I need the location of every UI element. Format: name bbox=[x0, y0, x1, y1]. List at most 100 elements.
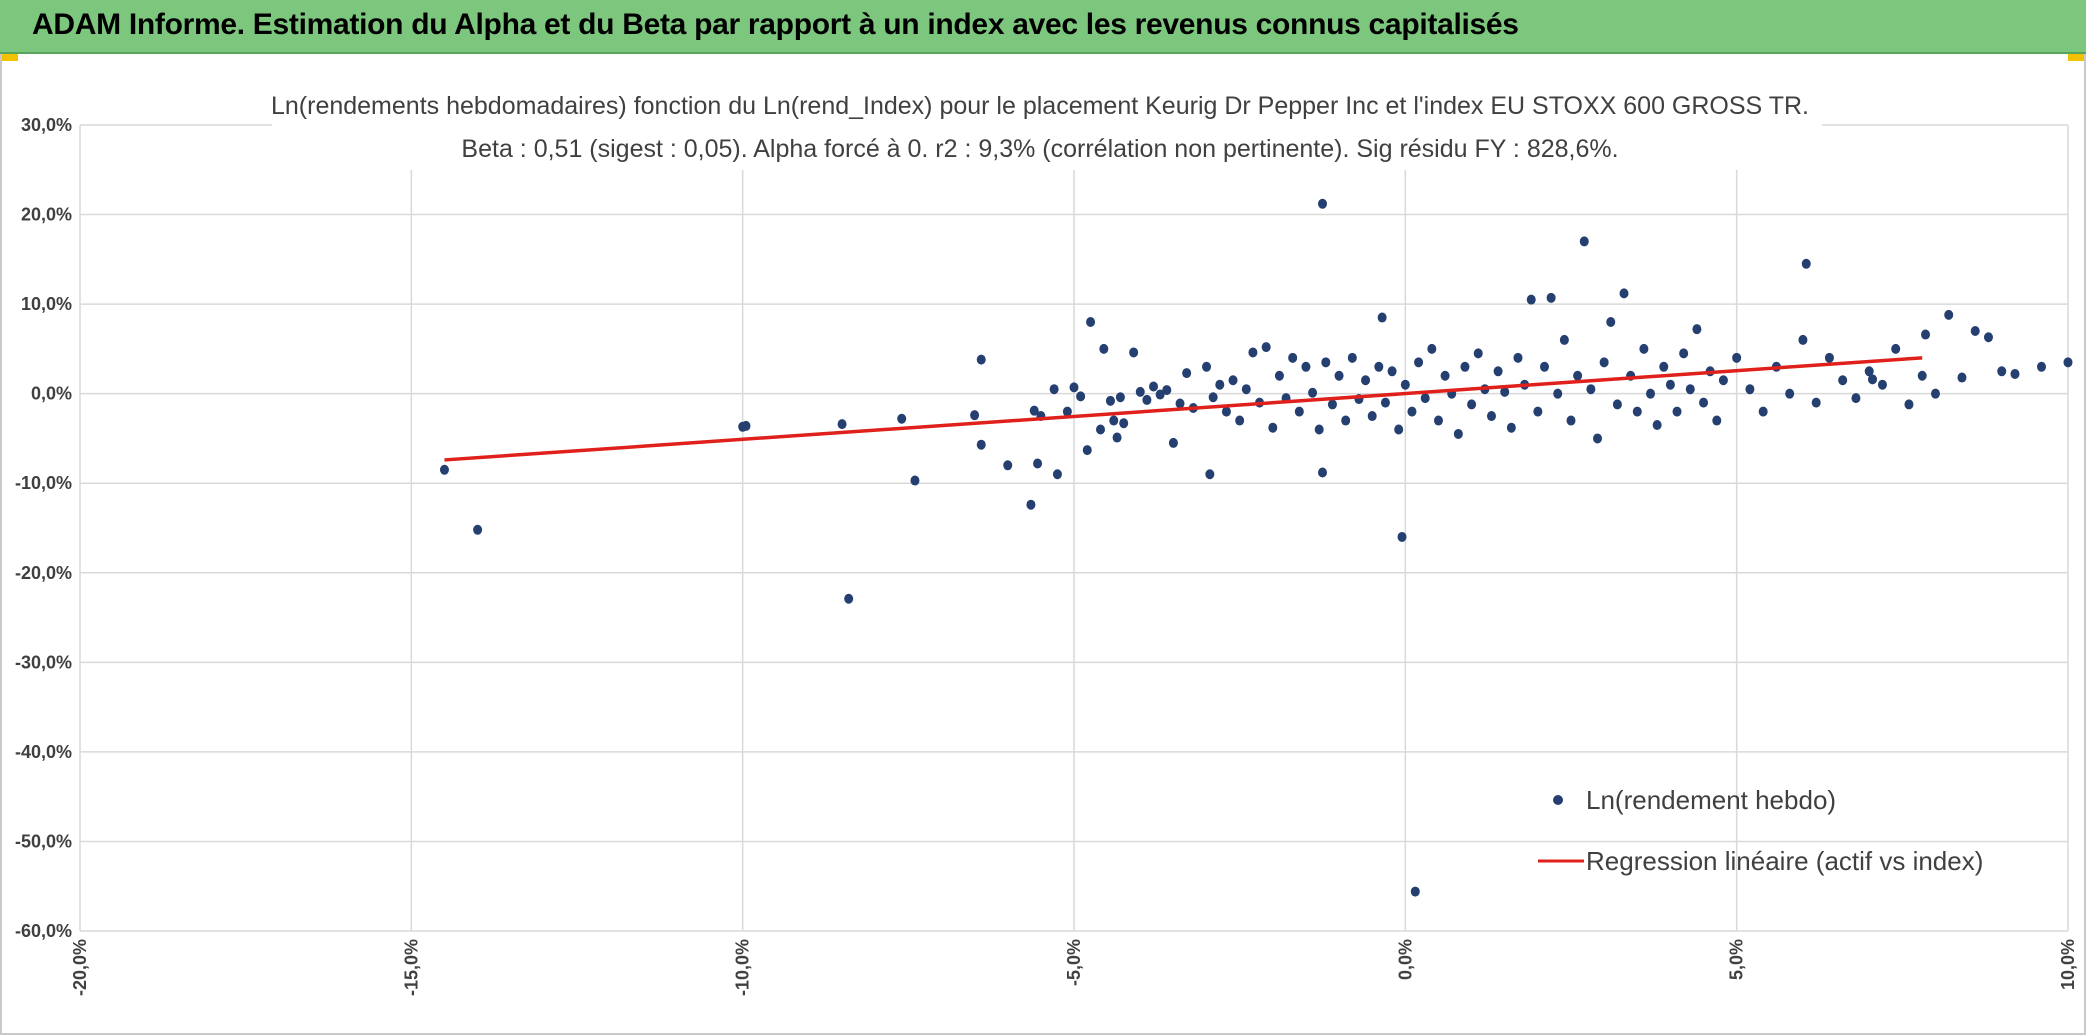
scatter-point bbox=[1115, 392, 1125, 403]
y-tick-label: -40,0% bbox=[15, 742, 72, 762]
scatter-point bbox=[1785, 388, 1795, 399]
legend: Ln(rendement hebdo) Regression linéaire … bbox=[1538, 785, 1983, 876]
x-tick-label: -15,0% bbox=[401, 939, 421, 996]
scatter-point bbox=[1380, 397, 1390, 408]
scatter-point bbox=[1566, 415, 1576, 426]
scatter-point bbox=[1493, 366, 1503, 377]
scatter-point bbox=[1155, 389, 1165, 400]
scatter-point bbox=[1321, 357, 1331, 368]
scatter-point bbox=[741, 420, 751, 431]
scatter-point bbox=[1877, 379, 1887, 390]
y-tick-label: -10,0% bbox=[15, 473, 72, 493]
scatter-point bbox=[1453, 428, 1463, 439]
scatter-point bbox=[1208, 392, 1218, 403]
y-axis-ticks: 30,0% 20,0% 10,0% 0,0% -10,0% -20,0% -30,0% -40… bbox=[15, 115, 72, 941]
scatter-point bbox=[1500, 386, 1510, 397]
chart-title-line-2: Beta : 0,51 (sigest : 0,05). Alpha forcé… bbox=[461, 135, 1618, 163]
x-tick-label: -5,0% bbox=[1064, 939, 1084, 986]
chart-title-line-1: Ln(rendements hebdomadaires) fonction du… bbox=[271, 92, 1809, 120]
scatter-point bbox=[1248, 347, 1258, 358]
scatter-point bbox=[1119, 418, 1129, 429]
scatter-point bbox=[439, 464, 449, 475]
chart-title: Ln(rendements hebdomadaires) fonction du… bbox=[271, 84, 1822, 170]
scatter-point bbox=[976, 354, 986, 365]
scatter-point bbox=[1129, 347, 1139, 358]
scatter-point bbox=[1513, 352, 1523, 363]
scatter-point bbox=[1112, 432, 1122, 443]
scatter-point bbox=[1168, 437, 1178, 448]
scatter-point bbox=[1692, 324, 1702, 335]
scatter-point bbox=[1387, 366, 1397, 377]
scatter-point bbox=[2010, 368, 2020, 379]
scatter-point bbox=[1099, 343, 1109, 354]
scatter-point bbox=[1400, 379, 1410, 390]
scatter-point bbox=[1553, 388, 1563, 399]
scatter-point bbox=[1374, 361, 1384, 372]
scatter-point bbox=[1052, 469, 1062, 480]
scatter-point bbox=[1394, 424, 1404, 435]
scatter-point bbox=[1758, 406, 1768, 417]
regression-line-path bbox=[444, 356, 1923, 462]
report-title: ADAM Informe. Estimation du Alpha et du … bbox=[32, 8, 1519, 41]
grid-lines bbox=[79, 124, 2069, 932]
scatter-point bbox=[1579, 236, 1589, 247]
legend-marker-scatter bbox=[1553, 795, 1563, 805]
y-tick-label: -60,0% bbox=[15, 921, 72, 941]
x-tick-label: -20,0% bbox=[70, 939, 90, 996]
scatter-point bbox=[1049, 384, 1059, 395]
scatter-point bbox=[1029, 405, 1039, 416]
scatter-point bbox=[1745, 384, 1755, 395]
scatter-point bbox=[1593, 433, 1603, 444]
scatter-point bbox=[1135, 386, 1145, 397]
y-tick-label: 30,0% bbox=[21, 115, 72, 135]
scatter-point bbox=[1801, 258, 1811, 269]
scatter-point bbox=[1868, 374, 1878, 385]
scatter-point bbox=[1811, 397, 1821, 408]
x-tick-label: 0,0% bbox=[1395, 939, 1415, 980]
y-tick-label: -20,0% bbox=[15, 563, 72, 583]
scatter-point bbox=[1526, 294, 1536, 305]
scatter-point bbox=[1069, 382, 1079, 393]
scatter-point bbox=[1824, 352, 1834, 363]
scatter-point bbox=[1149, 381, 1159, 392]
scatter-point bbox=[1573, 370, 1583, 381]
scatter-point bbox=[1486, 411, 1496, 422]
scatter-point bbox=[1086, 317, 1096, 328]
scatter-point bbox=[1314, 424, 1324, 435]
scatter-point bbox=[1221, 406, 1231, 417]
y-tick-label: -50,0% bbox=[15, 831, 72, 851]
scatter-point bbox=[1864, 366, 1874, 377]
scatter-point bbox=[1970, 325, 1980, 336]
scatter-point bbox=[1142, 394, 1152, 405]
scatter-point bbox=[1327, 399, 1337, 410]
scatter-point bbox=[2063, 357, 2073, 368]
scatter-point bbox=[1917, 370, 1927, 381]
scatter-point bbox=[1460, 361, 1470, 372]
scatter-point bbox=[1003, 460, 1013, 471]
scatter-point bbox=[1612, 399, 1622, 410]
scatter-point bbox=[1997, 366, 2007, 377]
scatter-point bbox=[1175, 398, 1185, 409]
scatter-point bbox=[970, 410, 980, 421]
scatter-point bbox=[844, 593, 854, 604]
y-tick-label: 20,0% bbox=[21, 205, 72, 225]
scatter-point bbox=[1672, 406, 1682, 417]
scatter-point bbox=[1341, 415, 1351, 426]
y-tick-label: 10,0% bbox=[21, 294, 72, 314]
x-tick-label: -10,0% bbox=[733, 939, 753, 996]
scatter-point bbox=[1096, 424, 1106, 435]
scatter-point bbox=[1228, 375, 1238, 386]
scatter-point bbox=[1539, 361, 1549, 372]
scatter-point bbox=[1921, 329, 1931, 340]
scatter-point bbox=[1318, 467, 1327, 478]
scatter-point bbox=[1377, 312, 1387, 323]
scatter-point bbox=[1235, 415, 1245, 426]
legend-label-scatter: Ln(rendement hebdo) bbox=[1586, 785, 1836, 815]
scatter-point bbox=[1473, 348, 1483, 359]
scatter-point bbox=[1105, 395, 1115, 406]
scatter-point bbox=[1334, 370, 1344, 381]
scatter-point bbox=[910, 475, 920, 486]
scatter-point bbox=[1440, 370, 1450, 381]
scatter-point bbox=[1639, 343, 1649, 354]
scatter-point bbox=[1944, 309, 1954, 320]
